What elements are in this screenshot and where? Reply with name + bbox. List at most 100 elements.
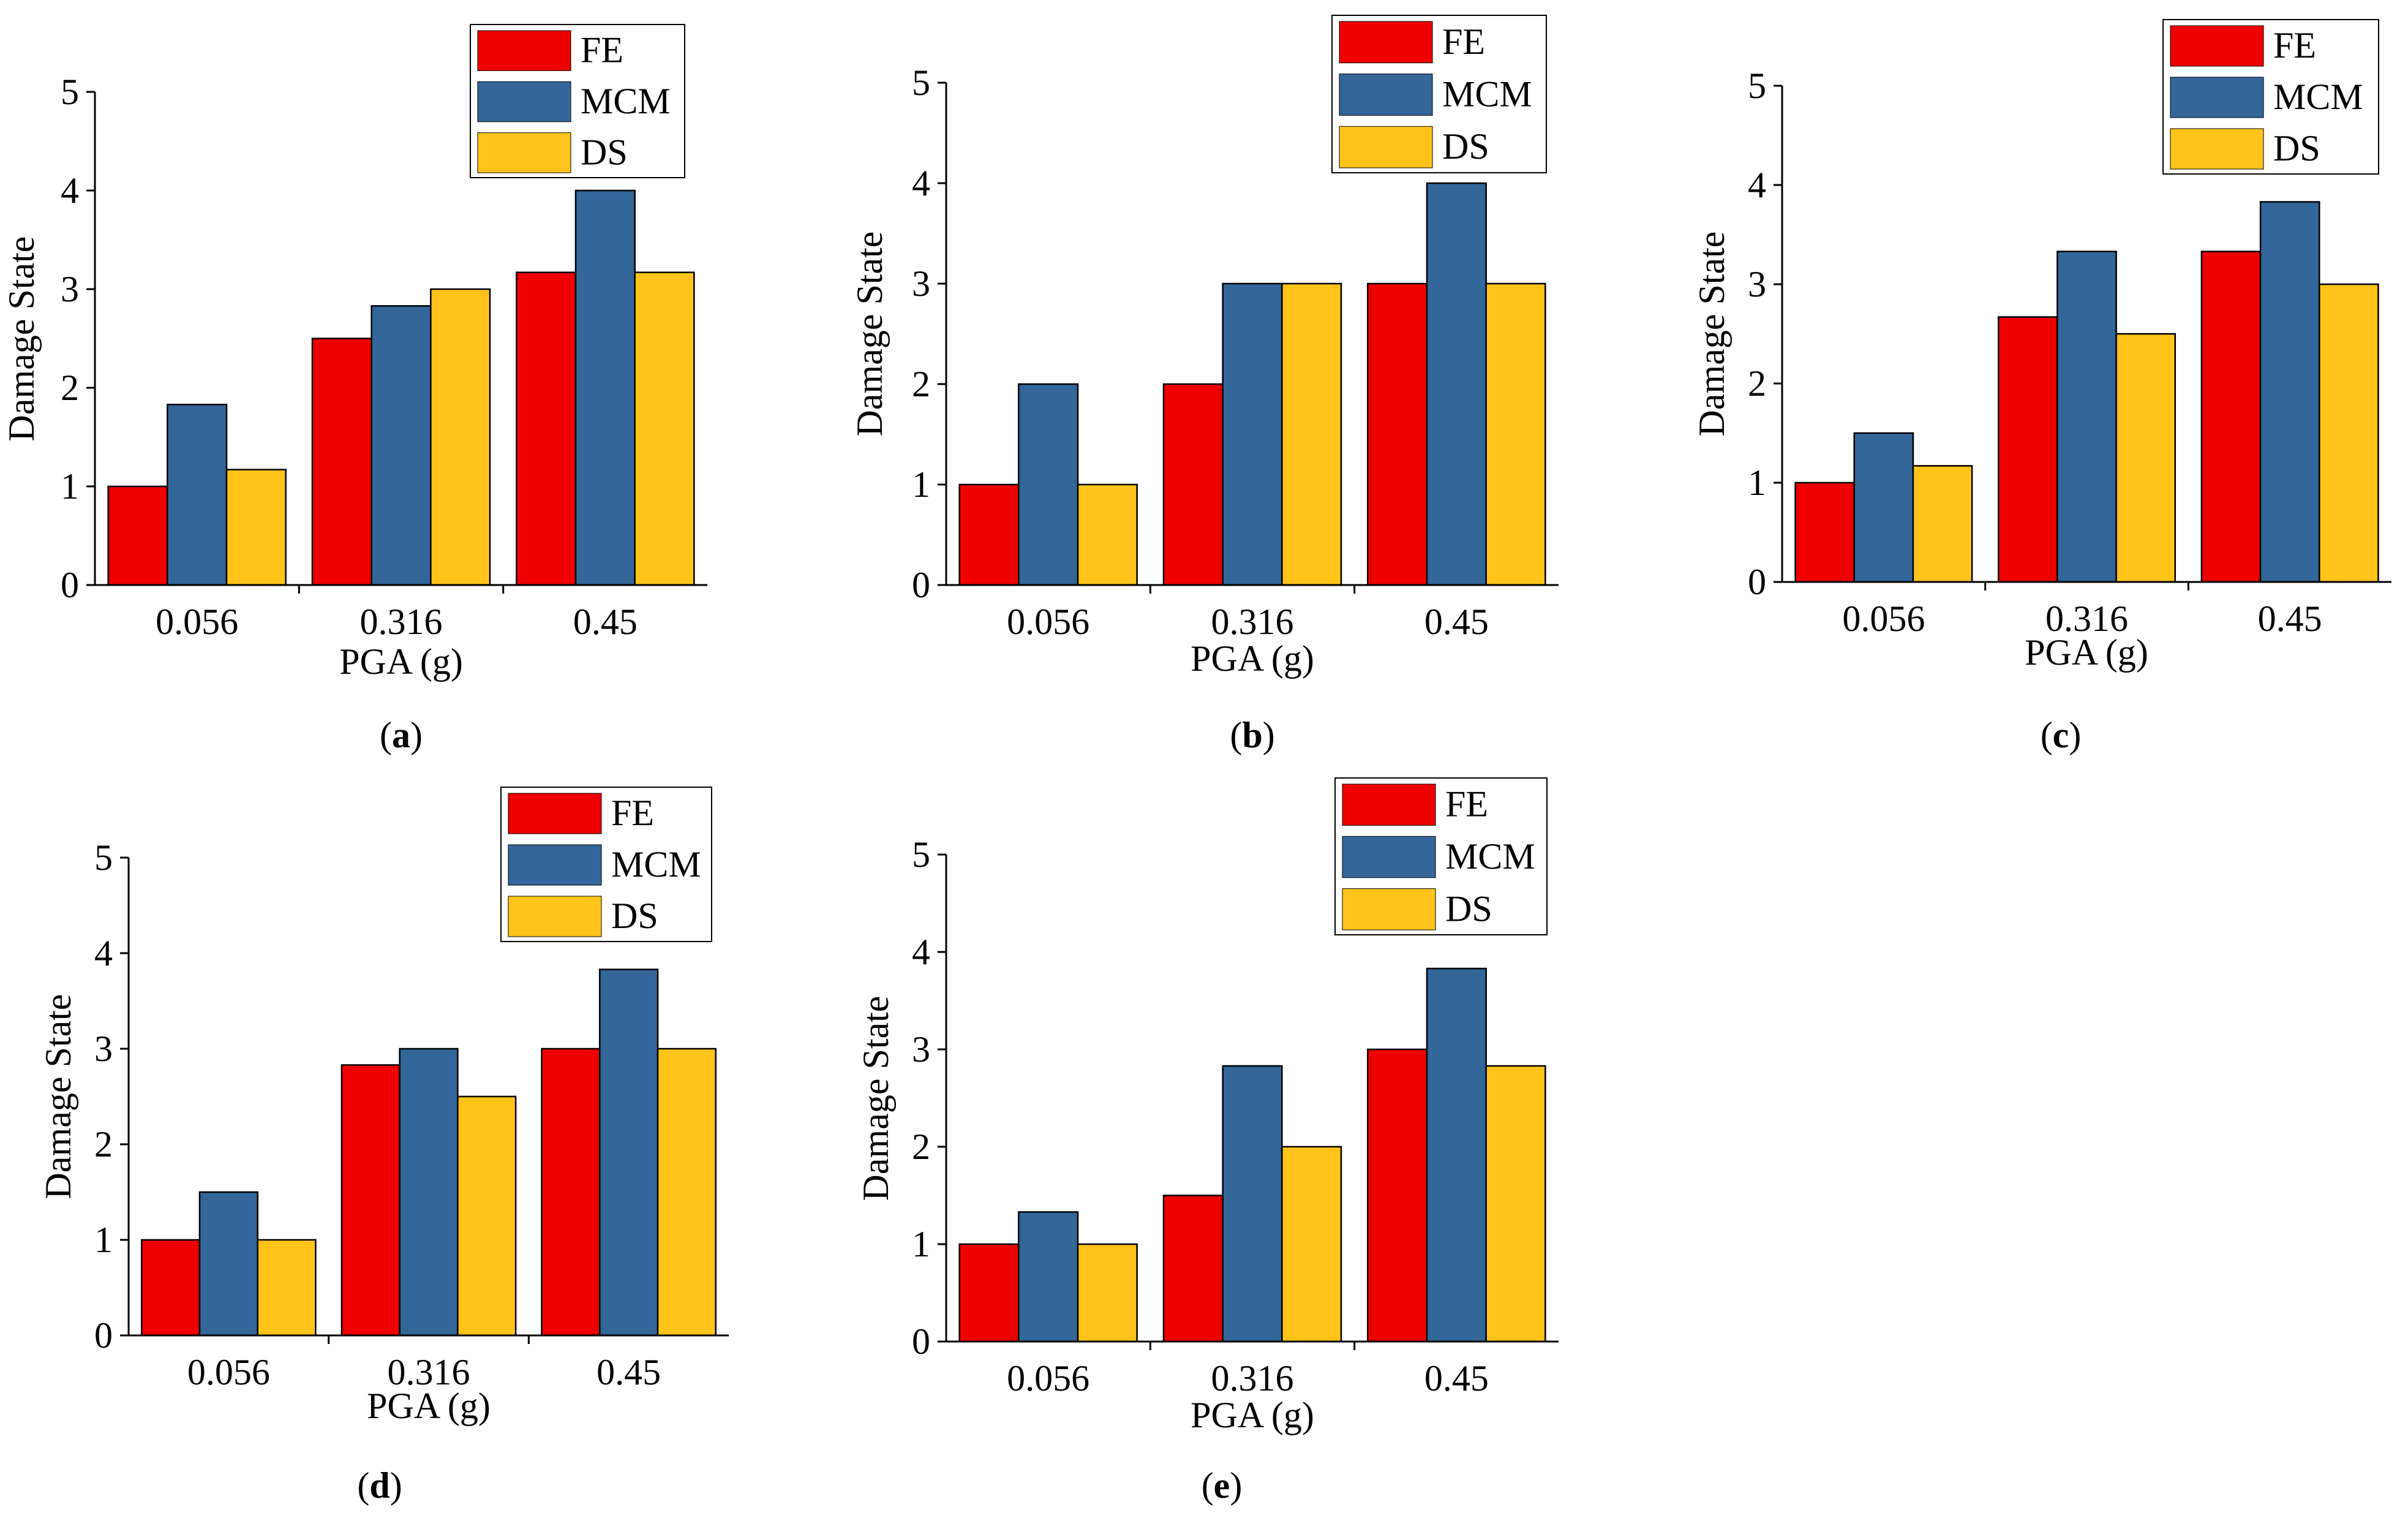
y-tick-label: 3: [912, 1029, 930, 1070]
legend: FE MCM DS: [1334, 777, 1548, 935]
bar-mcm-0.45: [2259, 201, 2320, 583]
y-tick-label: 5: [1748, 66, 1766, 106]
x-axis-title: PGA (g): [2025, 632, 2148, 673]
bar-mcm-0.45: [599, 968, 659, 1337]
x-tick-label: 0.056: [187, 1352, 270, 1392]
x-tick-label: 0.056: [1007, 1358, 1089, 1399]
panel-caption: (b): [1230, 715, 1274, 755]
y-tick-label: 2: [912, 1127, 930, 1167]
bar-fe-0.45: [1367, 282, 1428, 586]
y-tick-label: 3: [94, 1029, 113, 1069]
y-axis-title: Damage State: [38, 994, 78, 1199]
bar-mcm-0.45: [1426, 967, 1487, 1343]
bar-mcm-0.45: [574, 189, 636, 586]
legend-swatch-mcm: [1339, 74, 1433, 116]
bar-ds-0.056: [1077, 483, 1138, 586]
legend-label-ds: DS: [581, 132, 628, 172]
legend-swatch-fe: [508, 793, 602, 834]
bar-ds-0.316: [457, 1095, 517, 1337]
y-tick-label: 3: [912, 263, 930, 304]
legend-label-fe: FE: [611, 793, 654, 833]
legend-label-fe: FE: [2273, 25, 2316, 66]
x-tick-label: 0.056: [1007, 602, 1089, 642]
legend-label-fe: FE: [1445, 784, 1488, 825]
legend-swatch-mcm: [2170, 77, 2264, 118]
y-tick-label: 4: [94, 933, 113, 973]
bar-mcm-0.056: [167, 404, 228, 586]
legend-swatch-mcm: [508, 844, 602, 886]
bar-ds-0.45: [2319, 283, 2379, 583]
legend-label-ds: DS: [1445, 888, 1492, 929]
x-tick-label: 0.316: [1211, 1358, 1294, 1399]
legend-swatch-fe: [477, 30, 571, 71]
legend-label-mcm: MCM: [2273, 77, 2363, 117]
bar-ds-0.45: [657, 1048, 717, 1337]
panel-a: 0 1 2 3 4 5 0.056 0.316 0.45 PGA (g) Damage State F…: [1, 24, 707, 755]
y-tick-label: 4: [1748, 165, 1766, 205]
legend-label-ds: DS: [2273, 128, 2320, 168]
bar-fe-0.45: [516, 271, 577, 586]
y-tick-label: 1: [912, 1224, 930, 1264]
y-tick-label: 1: [94, 1220, 113, 1260]
y-tick-label: 5: [912, 62, 930, 103]
y-axis-title: Damage State: [1, 236, 42, 442]
bar-fe-0.056: [107, 485, 168, 586]
bar-fe-0.316: [311, 338, 372, 586]
legend-label-mcm: MCM: [1442, 74, 1532, 115]
bar-ds-0.45: [1485, 1065, 1546, 1343]
bar-fe-0.056: [1794, 481, 1855, 583]
bar-fe-0.45: [541, 1048, 601, 1337]
legend-label-ds: DS: [611, 896, 658, 936]
x-tick-label: 0.316: [1211, 602, 1294, 642]
legend-swatch-fe: [1342, 783, 1436, 826]
y-tick-label: 0: [912, 565, 930, 605]
legend-label-fe: FE: [1442, 21, 1485, 62]
bar-mcm-0.056: [1018, 1211, 1079, 1343]
panel-caption: (a): [380, 715, 423, 755]
legend-swatch-mcm: [477, 81, 571, 123]
legend: FE MCM DS: [470, 24, 685, 178]
bar-ds-0.316: [2115, 333, 2177, 583]
panel-b: 0 1 2 3 4 5 0.056 0.316 0.45 PGA (g) Damage State F…: [849, 15, 1559, 755]
x-tick-label: 0.45: [596, 1352, 661, 1392]
x-tick-label: 0.316: [388, 1352, 470, 1392]
bar-fe-0.316: [1162, 1195, 1224, 1343]
y-tick-label: 4: [61, 170, 79, 211]
legend: FE MCM DS: [500, 787, 712, 942]
legend-label-mcm: MCM: [611, 844, 701, 885]
y-tick-label: 2: [1748, 363, 1766, 404]
y-tick-label: 3: [61, 269, 79, 309]
bar-fe-0.316: [1162, 383, 1224, 586]
legend-label-mcm: MCM: [1445, 836, 1535, 877]
bar-ds-0.45: [1485, 282, 1546, 586]
bar-fe-0.316: [1997, 316, 2058, 583]
y-tick-label: 2: [61, 368, 79, 408]
bar-ds-0.316: [430, 288, 491, 586]
x-tick-label: 0.45: [1424, 1358, 1489, 1399]
y-tick-label: 1: [912, 464, 930, 505]
y-axis-title: Damage State: [856, 996, 896, 1201]
legend-swatch-fe: [2170, 25, 2264, 67]
bar-ds-0.056: [225, 469, 287, 586]
y-tick-label: 4: [912, 932, 930, 972]
bar-fe-0.45: [2200, 251, 2262, 583]
legend: FE MCM DS: [2162, 19, 2379, 175]
x-tick-label: 0.056: [1842, 598, 1925, 639]
bar-mcm-0.056: [1018, 383, 1079, 586]
panel-caption: (c): [2041, 715, 2082, 755]
bar-mcm-0.316: [371, 305, 432, 586]
legend-label-ds: DS: [1442, 126, 1489, 167]
panel-caption: (e): [1202, 1465, 1243, 1506]
y-axis-title: Damage State: [1691, 232, 1732, 437]
legend-swatch-ds: [2170, 128, 2264, 170]
y-tick-label: 5: [94, 837, 113, 878]
bar-mcm-0.316: [2056, 251, 2117, 583]
legend-swatch-ds: [477, 132, 571, 173]
y-tick-label: 0: [94, 1315, 113, 1356]
bar-fe-0.45: [1367, 1048, 1428, 1343]
y-tick-label: 2: [912, 364, 930, 404]
bar-ds-0.45: [634, 271, 695, 586]
bar-ds-0.056: [1912, 465, 1973, 583]
y-tick-label: 0: [1748, 562, 1766, 602]
